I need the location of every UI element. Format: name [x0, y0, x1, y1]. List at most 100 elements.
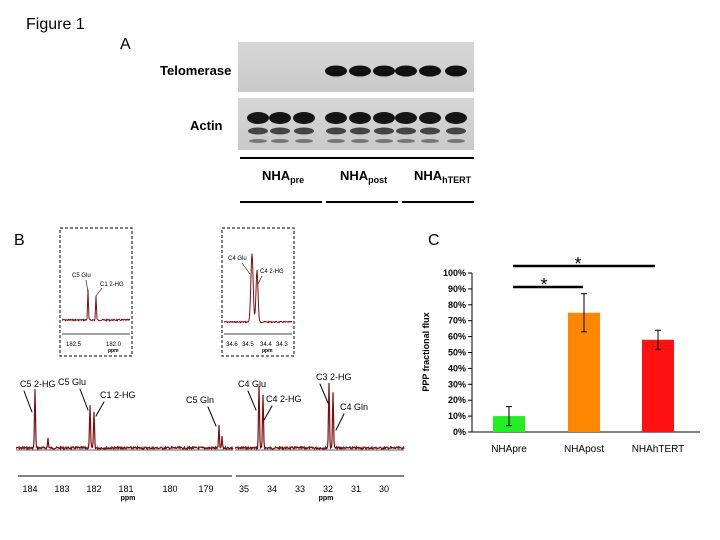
left-tick-182: 182: [86, 484, 101, 494]
inset-left-arrow-1: [85, 279, 89, 293]
peak-arrow-c4-glu: [247, 390, 257, 411]
actin-bands: [247, 112, 467, 143]
actin-band-lower: [326, 127, 346, 135]
group-label-post: NHApost: [340, 168, 387, 185]
actin-band-lower: [374, 127, 394, 135]
actin-band-faint: [249, 139, 267, 143]
left-tick-184: 184: [22, 484, 37, 494]
x-category-label: NHAhTERT: [632, 444, 685, 455]
panel-b-spectra: 184 183 182 181 180 179 ppm 35 34 33 32 …: [15, 227, 405, 502]
inset-left-tick-1820: 182.0: [106, 342, 122, 348]
peak-label-c5-glu: C5 Glu: [58, 377, 86, 387]
x-category-label: NHApre: [491, 444, 527, 455]
panel-b-label: B: [14, 232, 25, 249]
inset-left-arrow-2: [95, 287, 103, 297]
blot-row-label-telomerase: Telomerase: [160, 63, 231, 78]
actin-band: [349, 112, 371, 124]
inset-right-tick-343: 34.3: [276, 342, 288, 348]
chart-y-axis-label: PPP fractional flux: [421, 312, 431, 391]
right-tick-34: 34: [267, 484, 277, 494]
telomerase-bands: [325, 65, 467, 77]
y-tick-label: 20%: [448, 395, 466, 405]
actin-band-lower: [420, 127, 440, 135]
significance-star-pre-htert: *: [574, 254, 581, 274]
right-tick-35: 35: [239, 484, 249, 494]
right-tick-33: 33: [295, 484, 305, 494]
actin-band-faint: [271, 139, 289, 143]
actin-band-faint: [295, 139, 313, 143]
panel-a-blot: Telomerase Actin NHApre NHApost NHAhTERT: [160, 42, 474, 203]
telomerase-band: [395, 65, 417, 77]
peak-label-c5-2hg: C5 2-HG: [20, 379, 56, 389]
bar-nhahtert: [642, 339, 674, 432]
actin-band: [373, 112, 395, 124]
peak-label-c4-glu: C4 Glu: [238, 379, 266, 389]
panel-a-label: A: [120, 36, 131, 53]
telomerase-band: [349, 65, 371, 77]
inset-left-label-c5-glu: C5 Glu: [72, 273, 91, 279]
inset-right-arrow-2: [257, 275, 263, 285]
actin-band-faint: [397, 139, 415, 143]
actin-band: [445, 112, 467, 124]
figure-title: Figure 1: [26, 16, 85, 33]
right-tick-31: 31: [351, 484, 361, 494]
peak-label-c1-2hg: C1 2-HG: [100, 390, 136, 400]
peak-arrow-c3-2hg: [319, 383, 329, 404]
peak-label-c5-gln: C5 Gln: [186, 395, 214, 405]
inset-right-label-c4-2hg: C4 2-HG: [260, 269, 284, 275]
inset-right-tick-345: 34.5: [242, 342, 254, 348]
inset-right-tick-344: 34.4: [260, 342, 272, 348]
actin-band-lower: [446, 127, 466, 135]
peak-arrow-c5-gln: [207, 406, 217, 427]
peak-label-c4-gln: C4 Gln: [340, 402, 368, 412]
peak-arrow-c4-gln: [335, 413, 345, 431]
inset-left-unit: ppm: [108, 348, 119, 354]
peak-arrow-c5-2hg: [23, 390, 33, 413]
inset-right-unit: ppm: [262, 348, 273, 354]
actin-band-faint: [375, 139, 393, 143]
left-tick-180: 180: [162, 484, 177, 494]
actin-band-faint: [327, 139, 345, 143]
left-tick-183: 183: [54, 484, 69, 494]
actin-band-faint: [421, 139, 439, 143]
y-tick-label: 100%: [443, 268, 466, 278]
peak-label-c4-2hg: C4 2-HG: [266, 394, 302, 404]
right-axis-unit: ppm: [319, 495, 334, 502]
spectrum-left: [15, 389, 234, 452]
peak-arrow-c5-glu: [79, 388, 89, 411]
y-tick-label: 70%: [448, 316, 466, 326]
right-tick-30: 30: [379, 484, 389, 494]
actin-band: [395, 112, 417, 124]
actin-band: [325, 112, 347, 124]
inset-right-label-c4-glu: C4 Glu: [228, 256, 247, 262]
y-tick-label: 40%: [448, 363, 466, 373]
inset-right-tick-346: 34.6: [226, 342, 238, 348]
inset-left-label-c1-2hg: C1 2-HG: [100, 282, 124, 288]
actin-band-faint: [351, 139, 369, 143]
right-tick-32: 32: [323, 484, 333, 494]
left-axis-unit: ppm: [121, 495, 136, 502]
y-tick-label: 80%: [448, 300, 466, 310]
inset-right-arrow-1: [241, 262, 251, 275]
actin-band: [293, 112, 315, 124]
inset-left-frame: [59, 227, 133, 357]
actin-band-faint: [447, 139, 465, 143]
peak-arrow-c4-2hg: [263, 405, 273, 421]
inset-left-tick-1825: 182.5: [66, 342, 82, 348]
y-tick-label: 60%: [448, 332, 466, 342]
peak-label-c3-2hg: C3 2-HG: [316, 372, 352, 382]
x-category-label: NHApost: [564, 444, 604, 455]
peak-arrow-c1-2hg: [95, 401, 105, 417]
telomerase-band: [419, 65, 441, 77]
y-tick-label: 10%: [448, 411, 466, 421]
y-tick-label: 30%: [448, 379, 466, 389]
telomerase-band: [325, 65, 347, 77]
inset-right-spectrum: [223, 253, 293, 324]
y-tick-label: 50%: [448, 348, 466, 358]
actin-band-lower: [350, 127, 370, 135]
actin-band: [419, 112, 441, 124]
bar-nhapost: [568, 312, 600, 432]
group-label-pre: NHApre: [262, 168, 304, 185]
actin-band-lower: [270, 127, 290, 135]
